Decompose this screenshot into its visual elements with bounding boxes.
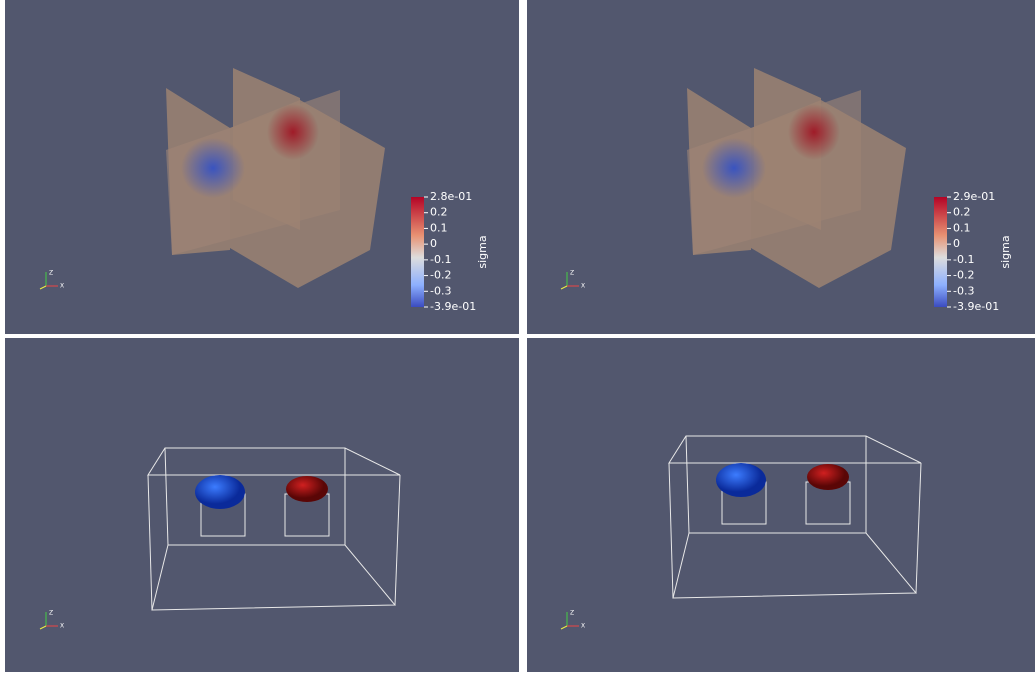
slice-plane <box>230 100 385 288</box>
axis-label: Z <box>570 610 574 617</box>
axis-label: Z <box>49 270 53 277</box>
red-region <box>788 104 840 160</box>
colorbar-label: 0.1 <box>430 221 448 234</box>
view-panel: ZX <box>5 338 519 672</box>
colorbar-label: -0.3 <box>430 284 451 297</box>
outline <box>164 447 169 546</box>
blue-blob <box>195 475 245 509</box>
axis-y <box>39 285 47 290</box>
colorbar-label: -3.9e-01 <box>430 300 476 313</box>
view-panel: ZX <box>527 338 1035 672</box>
axis-label: X <box>60 623 64 630</box>
colorbar-label: -0.2 <box>430 269 451 282</box>
outline <box>915 462 922 594</box>
outline <box>147 474 153 611</box>
outline <box>685 435 690 534</box>
axis-label: X <box>60 283 64 290</box>
axis-y <box>39 625 47 630</box>
colorbar-label: 0 <box>430 237 437 250</box>
colorbar-label: 0.2 <box>430 206 448 219</box>
colorbar-label: -0.1 <box>953 253 974 266</box>
red-blob <box>807 464 849 490</box>
colorbar-label: 0.2 <box>953 206 971 219</box>
colorbar-title: sigma <box>476 235 489 268</box>
blue-region <box>181 138 245 198</box>
red-blob <box>286 476 328 502</box>
colorbar-label: -0.2 <box>953 269 974 282</box>
colorbar <box>411 197 424 307</box>
viewport <box>5 338 519 672</box>
colorbar-label: -0.1 <box>430 253 451 266</box>
colorbar-label: 2.8e-01 <box>430 190 472 203</box>
viewport <box>527 338 1035 672</box>
colorbar-label: -3.9e-01 <box>953 300 999 313</box>
red-region <box>267 104 319 160</box>
panels: 2.8e-01 0.2 0.1 0 -0.1 -0.2 -0.3 -3.9e-01 sigma Z… <box>5 0 1035 672</box>
colorbar-label: 0 <box>953 237 960 250</box>
axis-label: X <box>581 623 585 630</box>
blue-blob <box>716 463 766 497</box>
view-panel: 2.9e-01 0.2 0.1 0 -0.1 -0.2 -0.3 -3.9e-01 sigma Z… <box>527 0 1035 334</box>
outline <box>668 462 674 599</box>
axis-label: Z <box>570 270 574 277</box>
outline <box>394 474 401 606</box>
colorbar-title: sigma <box>999 235 1012 268</box>
slice-plane <box>751 100 906 288</box>
view-panel: 2.8e-01 0.2 0.1 0 -0.1 -0.2 -0.3 -3.9e-01 sigma Z… <box>5 0 519 334</box>
colorbar <box>934 197 947 307</box>
axis-label: Z <box>49 610 53 617</box>
axis-label: X <box>581 283 585 290</box>
axis-y <box>560 625 568 630</box>
colorbar-label: -0.3 <box>953 284 974 297</box>
axis-y <box>560 285 568 290</box>
colorbar-label: 0.1 <box>953 221 971 234</box>
colorbar-label: 2.9e-01 <box>953 190 995 203</box>
blue-region <box>702 138 766 198</box>
